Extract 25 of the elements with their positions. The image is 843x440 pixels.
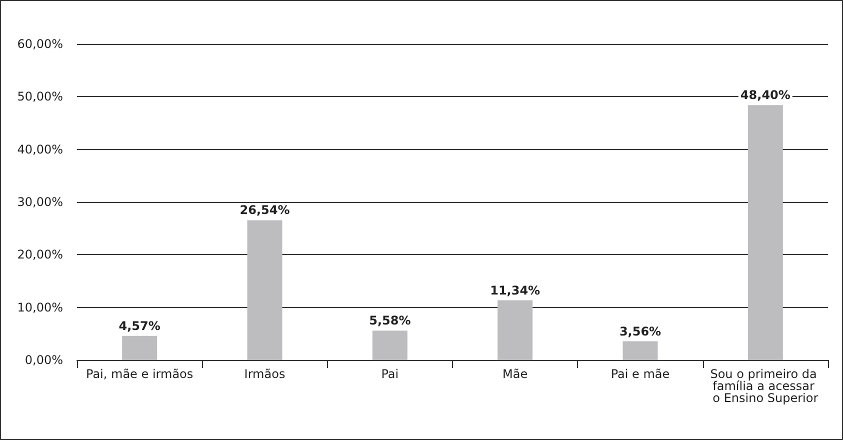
y-tick-label: 40,00%	[17, 142, 63, 156]
bar	[748, 105, 783, 360]
data-label: 26,54%	[240, 203, 290, 218]
x-tick-label: Irmãos	[244, 367, 286, 381]
data-label: 5,58%	[369, 314, 411, 328]
bar	[372, 330, 408, 360]
y-tick-label: 50,00%	[17, 90, 63, 104]
x-tick-label: Sou o primeiro da família a acessar o Ensino Superior	[710, 367, 821, 405]
bar	[247, 220, 282, 360]
x-tick-label: Pai, mãe e irmãos	[86, 367, 194, 381]
data-label: 11,34%	[490, 283, 540, 298]
data-label: 4,57%	[118, 318, 160, 333]
bar	[622, 341, 658, 360]
data-label: 3,56%	[619, 324, 662, 338]
x-tick-label: Pai e mãe	[610, 367, 670, 381]
y-tick-label: 0,00%	[24, 353, 63, 367]
y-tick-label: 20,00%	[17, 248, 63, 262]
data-label: 48,40%	[740, 88, 790, 102]
bar	[498, 300, 533, 360]
x-tick-label: Mãe	[502, 367, 528, 381]
y-tick-label: 10,00%	[17, 300, 63, 314]
y-tick-label: 60,00%	[17, 37, 63, 51]
bar	[122, 336, 158, 360]
y-tick-label: 30,00%	[17, 195, 63, 209]
x-tick-label: Pai	[381, 367, 399, 381]
